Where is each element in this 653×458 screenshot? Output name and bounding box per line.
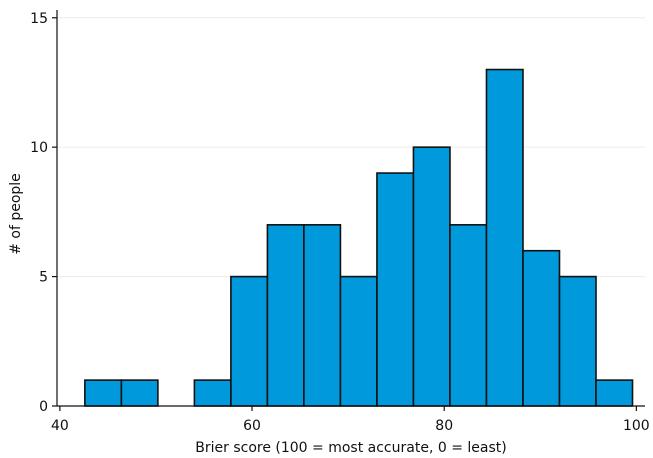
histogram-bar [266,224,305,407]
y-axis-ticks: 0 5 10 15 [30,11,57,415]
axes [56,10,645,407]
histogram-bar [449,224,488,407]
histogram-bar [412,146,451,407]
histogram-bar [193,379,232,407]
x-tick-label: 100 [623,418,650,434]
histogram-bar [339,275,378,407]
histogram-bar [376,172,415,407]
x-tick-label: 60 [243,418,261,434]
x-tick-label: 40 [51,418,69,434]
histogram-bar [485,68,524,407]
x-axis-title: Brier score (100 = most accurate, 0 = le… [195,440,506,456]
histogram-bar [84,379,123,407]
x-tick-label: 80 [435,418,453,434]
y-tick-label: 5 [39,270,48,286]
y-axis-title: # of people [8,173,24,255]
grid-lines [57,17,645,278]
x-axis-ticks: 40 60 80 100 [51,406,650,434]
histogram-bar [303,224,342,407]
histogram-bars [84,68,634,407]
histogram-bar [230,275,269,407]
histogram-bar [522,249,561,407]
y-tick-label: 0 [39,399,48,415]
histogram-bar [558,275,597,407]
histogram-bar [120,379,159,407]
y-tick-label: 15 [30,11,48,27]
histogram-bar [595,379,634,407]
y-tick-label: 10 [30,140,48,156]
